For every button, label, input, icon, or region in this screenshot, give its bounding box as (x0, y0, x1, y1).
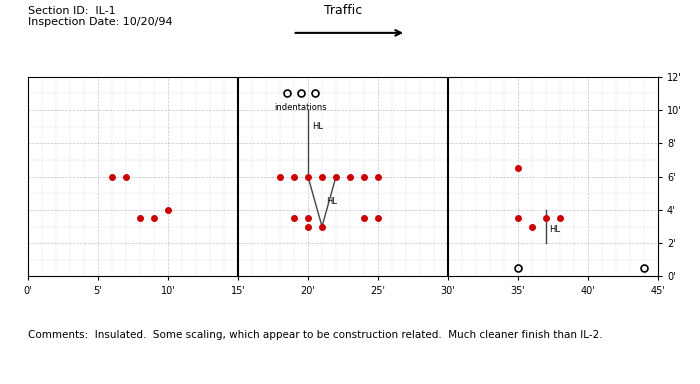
Text: HL: HL (326, 197, 337, 206)
Text: Traffic: Traffic (324, 4, 362, 17)
Text: HL: HL (549, 225, 560, 234)
Text: Inspection Date: 10/20/94: Inspection Date: 10/20/94 (28, 17, 173, 27)
Text: Comments:  Insulated.  Some scaling, which appear to be construction related.  M: Comments: Insulated. Some scaling, which… (28, 330, 603, 340)
Text: indentations: indentations (274, 103, 328, 113)
Text: Section ID:  IL-1: Section ID: IL-1 (28, 6, 116, 16)
Text: HL: HL (312, 122, 323, 131)
